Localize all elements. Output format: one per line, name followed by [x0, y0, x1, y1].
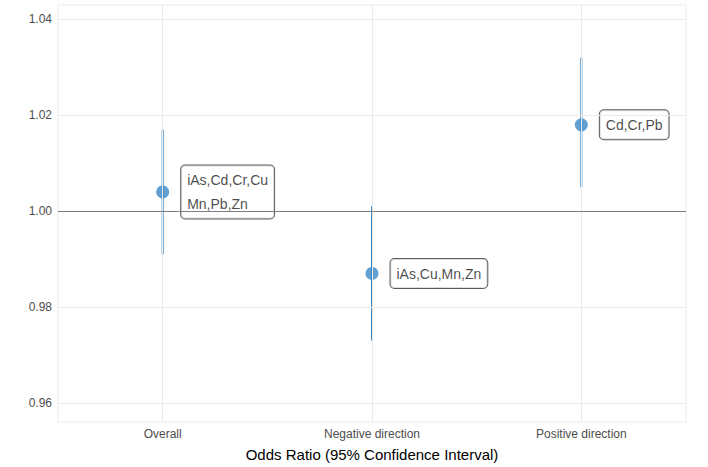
svg-text:1.02: 1.02: [29, 108, 53, 122]
svg-text:0.96: 0.96: [29, 396, 53, 410]
svg-text:Overall: Overall: [144, 427, 182, 441]
svg-text:iAs,Cu,Mn,Zn: iAs,Cu,Mn,Zn: [397, 266, 482, 282]
svg-text:1.04: 1.04: [29, 12, 53, 26]
svg-text:Mn,Pb,Zn: Mn,Pb,Zn: [187, 196, 248, 212]
svg-text:Odds Ratio (95% Confidence Int: Odds Ratio (95% Confidence Interval): [246, 446, 499, 463]
svg-text:iAs,Cd,Cr,Cu: iAs,Cd,Cr,Cu: [187, 172, 268, 188]
svg-text:0.98: 0.98: [29, 300, 53, 314]
svg-text:Negative direction: Negative direction: [324, 427, 420, 441]
svg-text:Cd,Cr,Pb: Cd,Cr,Pb: [606, 117, 663, 133]
svg-text:1.00: 1.00: [29, 204, 53, 218]
svg-text:Positive direction: Positive direction: [536, 427, 627, 441]
